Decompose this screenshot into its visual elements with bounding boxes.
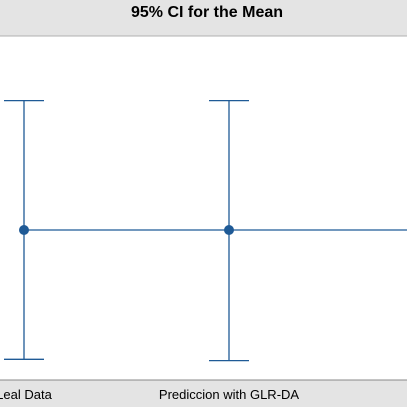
x-tick-label-2: Prediccion with GLR-DA [159, 387, 299, 402]
chart-title: 95% CI for the Mean [131, 4, 283, 21]
mean-point-1 [19, 224, 29, 235]
mean-point-2 [224, 224, 234, 235]
plot-area [0, 36, 407, 380]
chart-marks [4, 100, 407, 362]
x-tick-label-1: Leal Data [0, 387, 53, 402]
